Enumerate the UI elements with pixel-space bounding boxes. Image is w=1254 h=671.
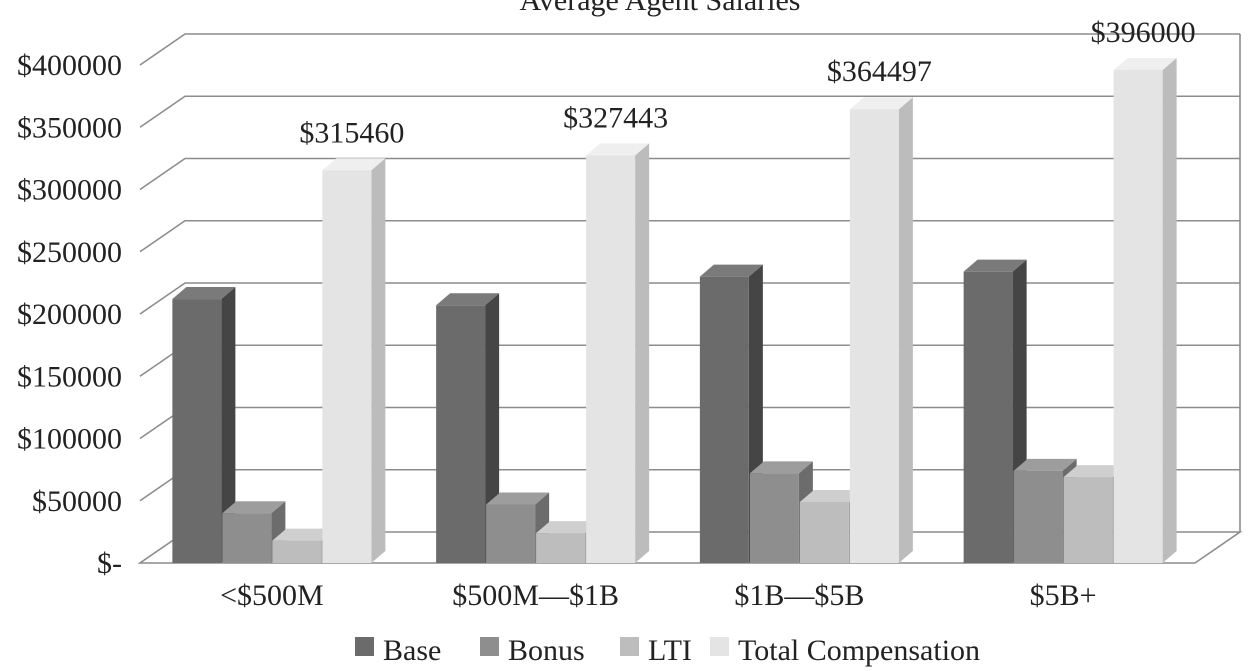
bar-front	[699, 276, 749, 563]
bar-top	[586, 143, 650, 156]
bar-front	[322, 170, 372, 563]
y-tick-label: $300000	[17, 174, 122, 207]
legend-label: LTI	[648, 634, 692, 667]
y-tick-label: $200000	[17, 298, 122, 331]
y-axis-ticks: $- $50000 $100000 $150000 $200000 $250000 $300…	[17, 49, 122, 580]
bar-top	[963, 259, 1027, 272]
bar-base	[172, 287, 236, 563]
data-label: $364497	[827, 55, 932, 88]
legend-item: Total Compensation	[710, 634, 980, 667]
legend-item: LTI	[620, 634, 692, 667]
gridline	[139, 219, 1240, 253]
bar-front	[963, 271, 1013, 563]
bar-base	[963, 259, 1027, 563]
data-label: $315460	[299, 116, 404, 149]
legend: Base Bonus LTI Total Compensation	[355, 634, 980, 667]
y-tick-label: $400000	[17, 49, 122, 82]
gridline	[139, 95, 1240, 128]
bar-top	[1063, 465, 1127, 478]
bar-total-compensation	[322, 158, 386, 563]
legend-label: Base	[383, 634, 441, 667]
bar-front	[486, 504, 536, 563]
bar-top	[436, 293, 500, 306]
bar-top	[486, 492, 550, 505]
y-tick-label: $350000	[17, 111, 122, 144]
bar-side	[485, 293, 500, 563]
category-labels: <$500M $500M—$1B $1B—$5B $5B+	[220, 579, 1097, 612]
bar-total-compensation	[849, 97, 913, 563]
bar-front	[272, 540, 322, 563]
chart-title: Average Agent Salaries	[519, 0, 800, 17]
bar-top	[699, 264, 763, 277]
gridline	[139, 282, 1240, 315]
data-label: $327443	[563, 101, 668, 134]
legend-swatch	[620, 637, 639, 656]
bars	[172, 57, 1177, 563]
bar-side	[635, 143, 650, 563]
bar-top	[272, 528, 336, 541]
bar-top	[849, 97, 913, 110]
bar-front	[849, 109, 899, 563]
bar-side	[1162, 57, 1177, 563]
bar-base	[436, 293, 500, 563]
y-tick-label: $150000	[17, 360, 122, 393]
y-tick-label: $-	[97, 547, 122, 580]
bar-total-compensation	[1113, 57, 1177, 563]
gridline	[139, 406, 1240, 440]
legend-swatch	[710, 637, 729, 656]
bar-front	[172, 299, 222, 563]
legend-item: Bonus	[480, 634, 585, 667]
bar-top	[222, 501, 286, 514]
category-label: $5B+	[1030, 579, 1097, 612]
gridline	[139, 157, 1240, 191]
bar-front	[1113, 69, 1163, 563]
bar-front	[536, 533, 586, 563]
bar-front	[436, 305, 486, 563]
bar-side	[221, 287, 236, 563]
bar-front	[1063, 477, 1113, 563]
bar-top	[172, 287, 236, 300]
legend-swatch	[480, 637, 499, 656]
bar-top	[799, 489, 863, 502]
bar-side	[898, 97, 913, 563]
bar-front	[799, 501, 849, 563]
bar-top	[322, 158, 386, 171]
bar-top	[1113, 57, 1177, 70]
bar-front	[1013, 470, 1063, 563]
bar-total-compensation	[586, 143, 650, 563]
data-label: $396000	[1091, 16, 1196, 49]
y-tick-label: $100000	[17, 423, 122, 456]
bar-top	[1013, 458, 1077, 471]
category-label: $500M—$1B	[452, 579, 619, 612]
bar-front	[222, 513, 272, 563]
bar-front	[749, 473, 799, 563]
bar-front	[586, 155, 636, 563]
gridlines	[137, 33, 1243, 564]
gridline	[139, 344, 1240, 377]
legend-swatch	[355, 637, 374, 656]
bar-top	[749, 461, 813, 474]
legend-label: Bonus	[508, 634, 585, 667]
bar-side	[371, 158, 386, 563]
category-label: <$500M	[220, 579, 324, 612]
category-label: $1B—$5B	[734, 579, 864, 612]
y-tick-label: $50000	[32, 485, 122, 518]
legend-item: Base	[355, 634, 441, 667]
legend-label: Total Compensation	[738, 634, 980, 667]
data-labels: $315460 $327443 $364497 $396000	[299, 16, 1195, 149]
bar-top	[536, 521, 600, 534]
gridline	[139, 33, 1240, 66]
y-tick-label: $250000	[17, 236, 122, 269]
